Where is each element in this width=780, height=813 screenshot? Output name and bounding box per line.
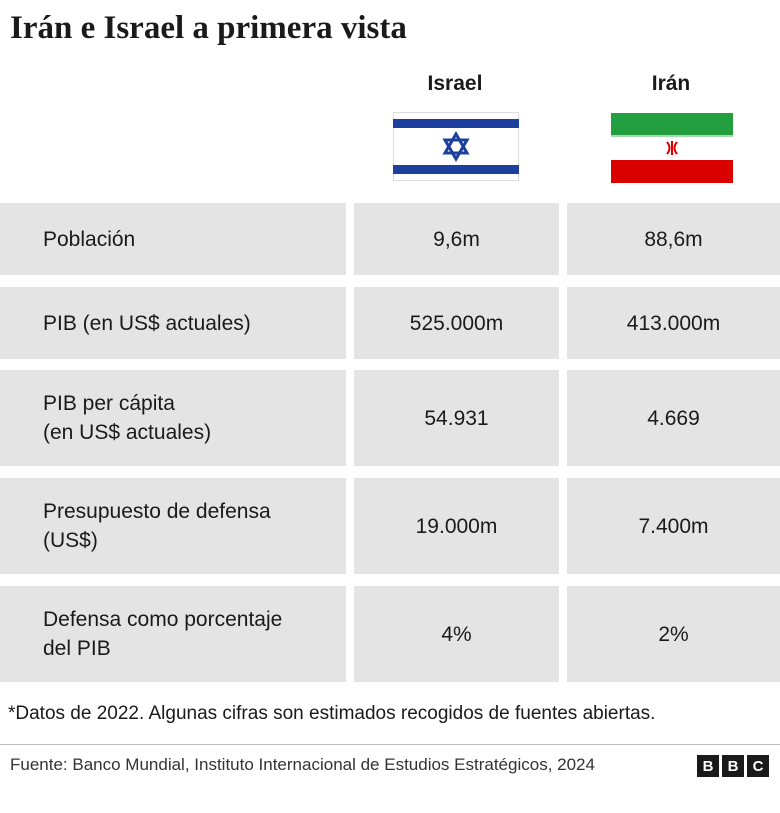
cell-value: 4% — [354, 586, 559, 682]
iran-flag — [611, 113, 733, 183]
logo-letter: C — [747, 755, 769, 777]
cell-value: 2% — [567, 586, 780, 682]
column-header: Israel — [427, 72, 483, 95]
cell-value: 7.400m — [567, 478, 780, 574]
cell-value: 525.000m — [354, 287, 559, 359]
logo-letter: B — [697, 755, 719, 777]
logo-letter: B — [722, 755, 744, 777]
footnote: *Datos de 2022. Algunas cifras son estim… — [8, 703, 656, 724]
source: Fuente: Banco Mundial, Instituto Interna… — [10, 755, 595, 774]
israel-flag — [393, 112, 519, 181]
row-label: PIB (en US$ actuales) — [0, 287, 346, 359]
cell-value: 54.931 — [354, 370, 559, 466]
cell-value: 88,6m — [567, 203, 780, 275]
separator — [0, 744, 780, 745]
row-label: Defensa como porcentaje del PIB — [0, 586, 346, 682]
bbc-logo: B B C — [697, 755, 769, 777]
cell-value: 19.000m — [354, 478, 559, 574]
cell-value: 413.000m — [567, 287, 780, 359]
cell-value: 9,6m — [354, 203, 559, 275]
row-label: Población — [0, 203, 346, 275]
title: Irán e Israel a primera vista — [10, 10, 407, 46]
cell-value: 4.669 — [567, 370, 780, 466]
row-label: Presupuesto de defensa (US$) — [0, 478, 346, 574]
row-label: PIB per cápita (en US$ actuales) — [0, 370, 346, 466]
column-header: Irán — [651, 72, 691, 95]
